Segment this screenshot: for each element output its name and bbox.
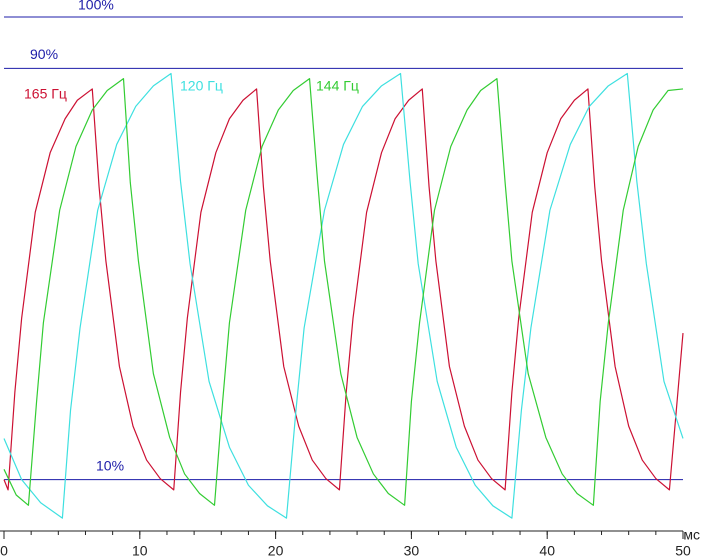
- x-tick-label: 0: [0, 543, 8, 559]
- series-label: 144 Гц: [316, 78, 359, 94]
- x-tick-label: 40: [539, 543, 555, 559]
- reference-label: 90%: [30, 46, 58, 62]
- x-axis-label: мс: [683, 527, 700, 543]
- x-tick-label: 30: [404, 543, 420, 559]
- reference-label: 10%: [96, 457, 124, 473]
- series-line: [3, 88, 684, 491]
- x-tick-label: 50: [675, 543, 691, 559]
- x-tick-label: 10: [132, 543, 148, 559]
- x-tick-label: 20: [268, 543, 284, 559]
- series-line: [3, 78, 684, 506]
- reference-label: 100%: [78, 0, 114, 13]
- series-label: 120 Гц: [180, 78, 223, 94]
- series-line: [3, 72, 684, 519]
- series-label: 165 Гц: [24, 86, 67, 102]
